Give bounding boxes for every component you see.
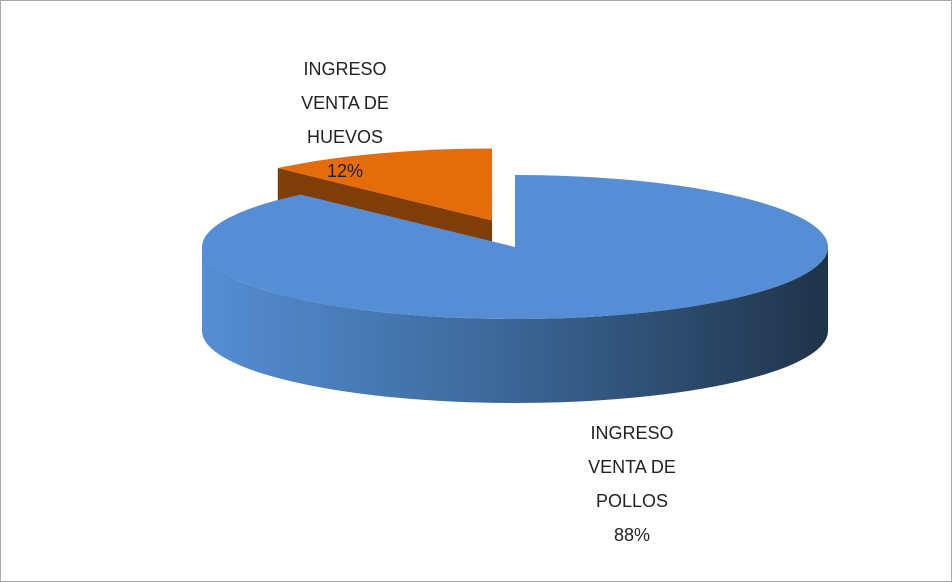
pie-side: [202, 247, 828, 403]
value-label: 88%: [613, 525, 651, 545]
category-label: INGRESO VENTA DE POLLOS: [588, 423, 676, 511]
data-label: INGRESO VENTA DE POLLOS 88%: [570, 416, 694, 552]
pie-slice: [277, 148, 493, 221]
category-label: INGRESO VENTA DE HUEVOS: [301, 59, 389, 147]
value-label: 12%: [326, 161, 364, 181]
pie-slice: [201, 175, 828, 319]
data-label: INGRESO VENTA DE HUEVOS 12%: [283, 52, 407, 188]
